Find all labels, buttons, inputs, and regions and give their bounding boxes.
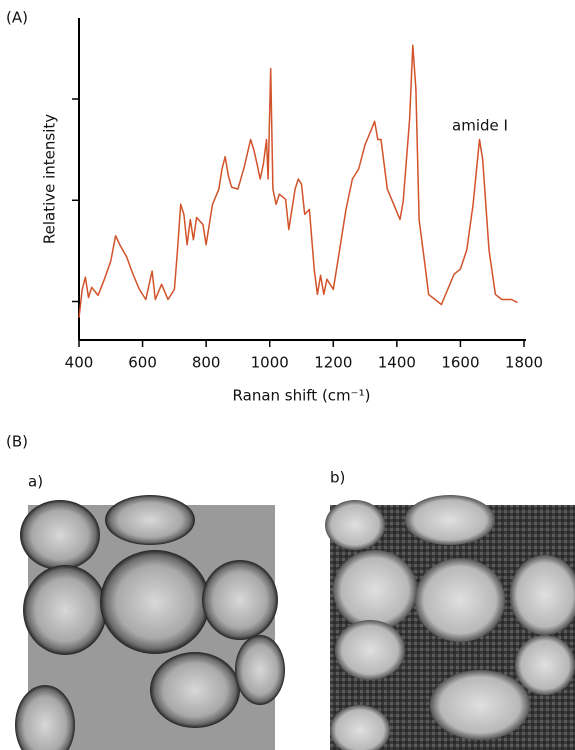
x-tick-label: 1400	[378, 354, 416, 372]
annotation: amide I	[452, 117, 508, 135]
image-label: a)	[28, 473, 43, 491]
x-tick-label: 1800	[505, 354, 543, 372]
micrograph-b	[325, 495, 575, 750]
panel-label: (A)	[6, 9, 28, 27]
panel-label: (B)	[6, 433, 28, 451]
x-tick-label: 800	[192, 354, 221, 372]
spectrum-line	[78, 44, 518, 318]
x-tick-label: 1600	[441, 354, 479, 372]
micrograph-a	[15, 495, 285, 750]
x-tick-label: 400	[65, 354, 94, 372]
x-axis-label: Ranan shift (cm⁻¹)	[233, 387, 371, 405]
image-label: b)	[330, 469, 345, 487]
x-tick-label: 600	[128, 354, 157, 372]
x-tick-label: 1200	[314, 354, 352, 372]
y-axis-label: Relative intensity	[41, 114, 59, 244]
x-tick-label: 1000	[251, 354, 289, 372]
chart: 400 600 800 1000 1200 1400 1600 1800 Ranan shift…	[41, 18, 543, 405]
